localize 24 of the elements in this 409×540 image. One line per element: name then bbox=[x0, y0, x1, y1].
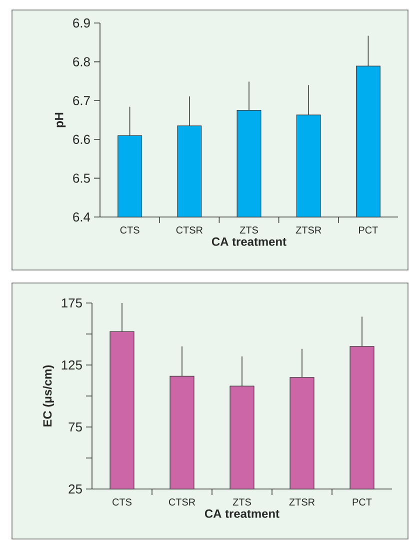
y-tick-label: 125 bbox=[62, 360, 82, 370]
x-tick-label: CTSR bbox=[176, 226, 202, 234]
y-axis-title: EC (μs/cm) bbox=[42, 365, 54, 426]
x-tick-label: ZTS bbox=[240, 226, 258, 234]
x-axis-title: CA treatment bbox=[204, 509, 280, 518]
x-tick-label: PCT bbox=[359, 226, 378, 234]
y-tick-label: 6.6 bbox=[73, 134, 90, 144]
y-tick-label: 6.7 bbox=[73, 96, 90, 106]
y-tick-label: 6.9 bbox=[73, 18, 90, 28]
x-tick-label: PCT bbox=[352, 498, 372, 506]
x-tick-label: CTSR bbox=[168, 498, 196, 506]
x-axis-title: CA treatment bbox=[212, 237, 286, 246]
y-tick-label: 6.8 bbox=[73, 57, 90, 66]
x-tick-label: CTS bbox=[112, 498, 132, 506]
y-tick-label: 175 bbox=[62, 298, 82, 308]
y-tick-label: 6.5 bbox=[73, 174, 90, 183]
x-tick-label: ZTSR bbox=[289, 498, 315, 506]
y-axis-title: pH bbox=[54, 112, 66, 128]
x-tick-label: CTS bbox=[120, 226, 140, 234]
y-tick-label: 75 bbox=[68, 422, 82, 432]
y-tick-label: 25 bbox=[68, 484, 82, 494]
x-tick-label: ZTSR bbox=[296, 226, 322, 234]
y-tick-label: 6.4 bbox=[73, 212, 90, 222]
x-tick-label: ZTS bbox=[232, 498, 251, 506]
